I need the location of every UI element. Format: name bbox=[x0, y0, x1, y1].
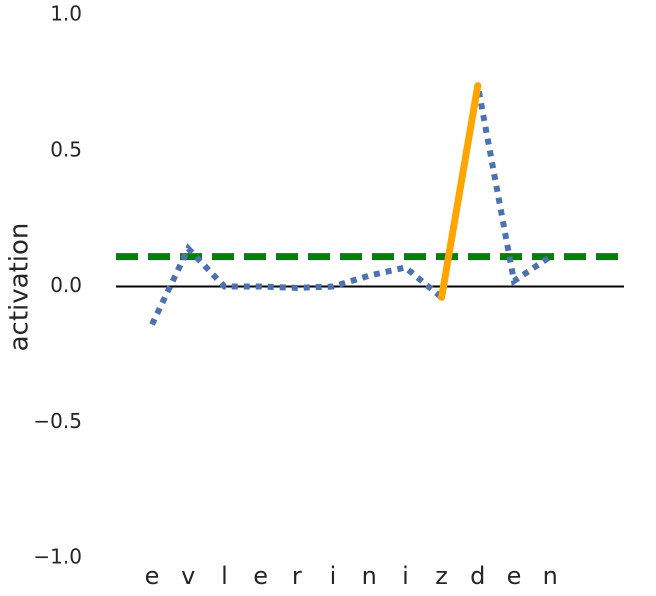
y-axis-label: activation bbox=[5, 223, 35, 352]
data-line bbox=[438, 82, 482, 301]
x-tick-label: e bbox=[145, 562, 160, 590]
x-tick-label: e bbox=[507, 562, 522, 590]
x-tick-label: i bbox=[330, 562, 337, 590]
y-tick-label: 1.0 bbox=[50, 2, 82, 26]
x-tick-label: n bbox=[543, 562, 558, 590]
x-tick-label: r bbox=[292, 562, 302, 590]
y-tick-label: −0.5 bbox=[33, 409, 82, 433]
y-tick-label: −1.0 bbox=[33, 545, 82, 569]
x-tick-label: i bbox=[402, 562, 409, 590]
x-tick-label: d bbox=[470, 562, 485, 590]
x-tick-label: z bbox=[435, 562, 448, 590]
data-line bbox=[149, 85, 552, 326]
x-tick-label: v bbox=[181, 562, 195, 590]
y-tick-label: 0.5 bbox=[50, 137, 82, 161]
x-tick-label: l bbox=[221, 562, 228, 590]
x-tick-label: e bbox=[253, 562, 268, 590]
y-tick-label: 0.0 bbox=[50, 273, 82, 297]
x-tick-label: n bbox=[362, 562, 377, 590]
